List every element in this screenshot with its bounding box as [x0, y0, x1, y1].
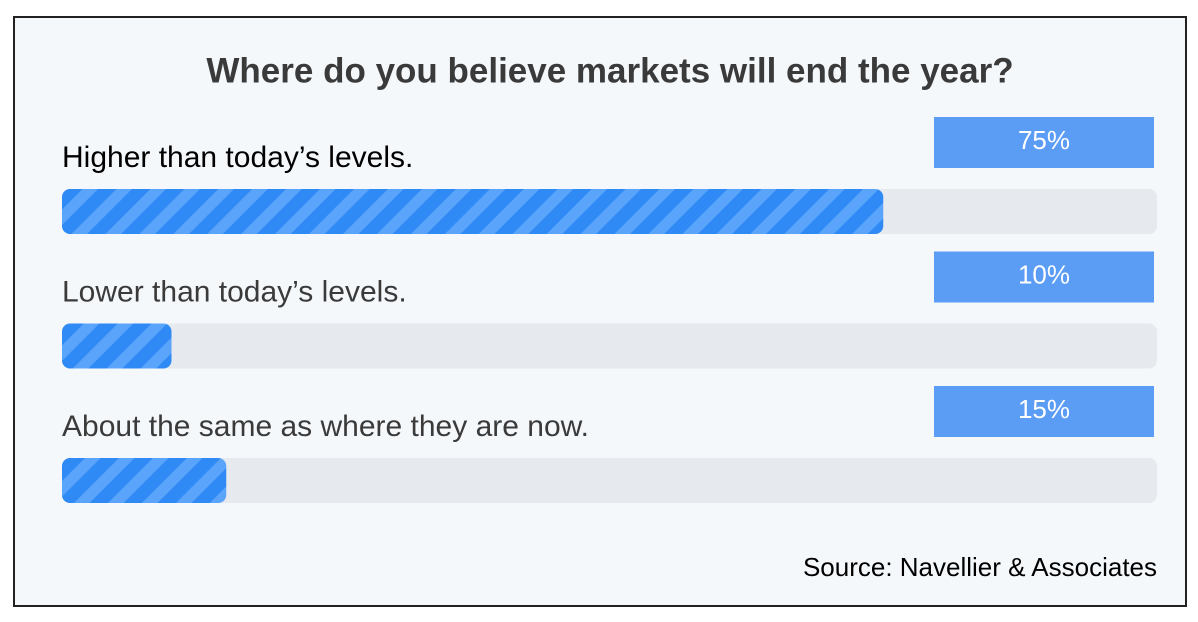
value-label: 10% [1018, 259, 1070, 289]
bar [62, 323, 172, 369]
percent-box [934, 386, 1154, 437]
bar [62, 189, 884, 234]
value-label: 15% [1018, 394, 1070, 424]
panel [13, 16, 1187, 607]
bar [62, 458, 227, 503]
percent-box [934, 251, 1154, 303]
percent-box [934, 117, 1154, 168]
option-label: Lower than today’s levels. [62, 275, 407, 308]
chart-title: Where do you believe markets will end th… [206, 51, 1013, 90]
option-label: Higher than today’s levels. [62, 141, 413, 174]
source: Source: Navellier & Associates [803, 552, 1157, 582]
track [62, 458, 1157, 503]
option-label: About the same as where they are now. [62, 410, 589, 443]
track [62, 323, 1157, 369]
value-label: 75% [1018, 125, 1070, 155]
